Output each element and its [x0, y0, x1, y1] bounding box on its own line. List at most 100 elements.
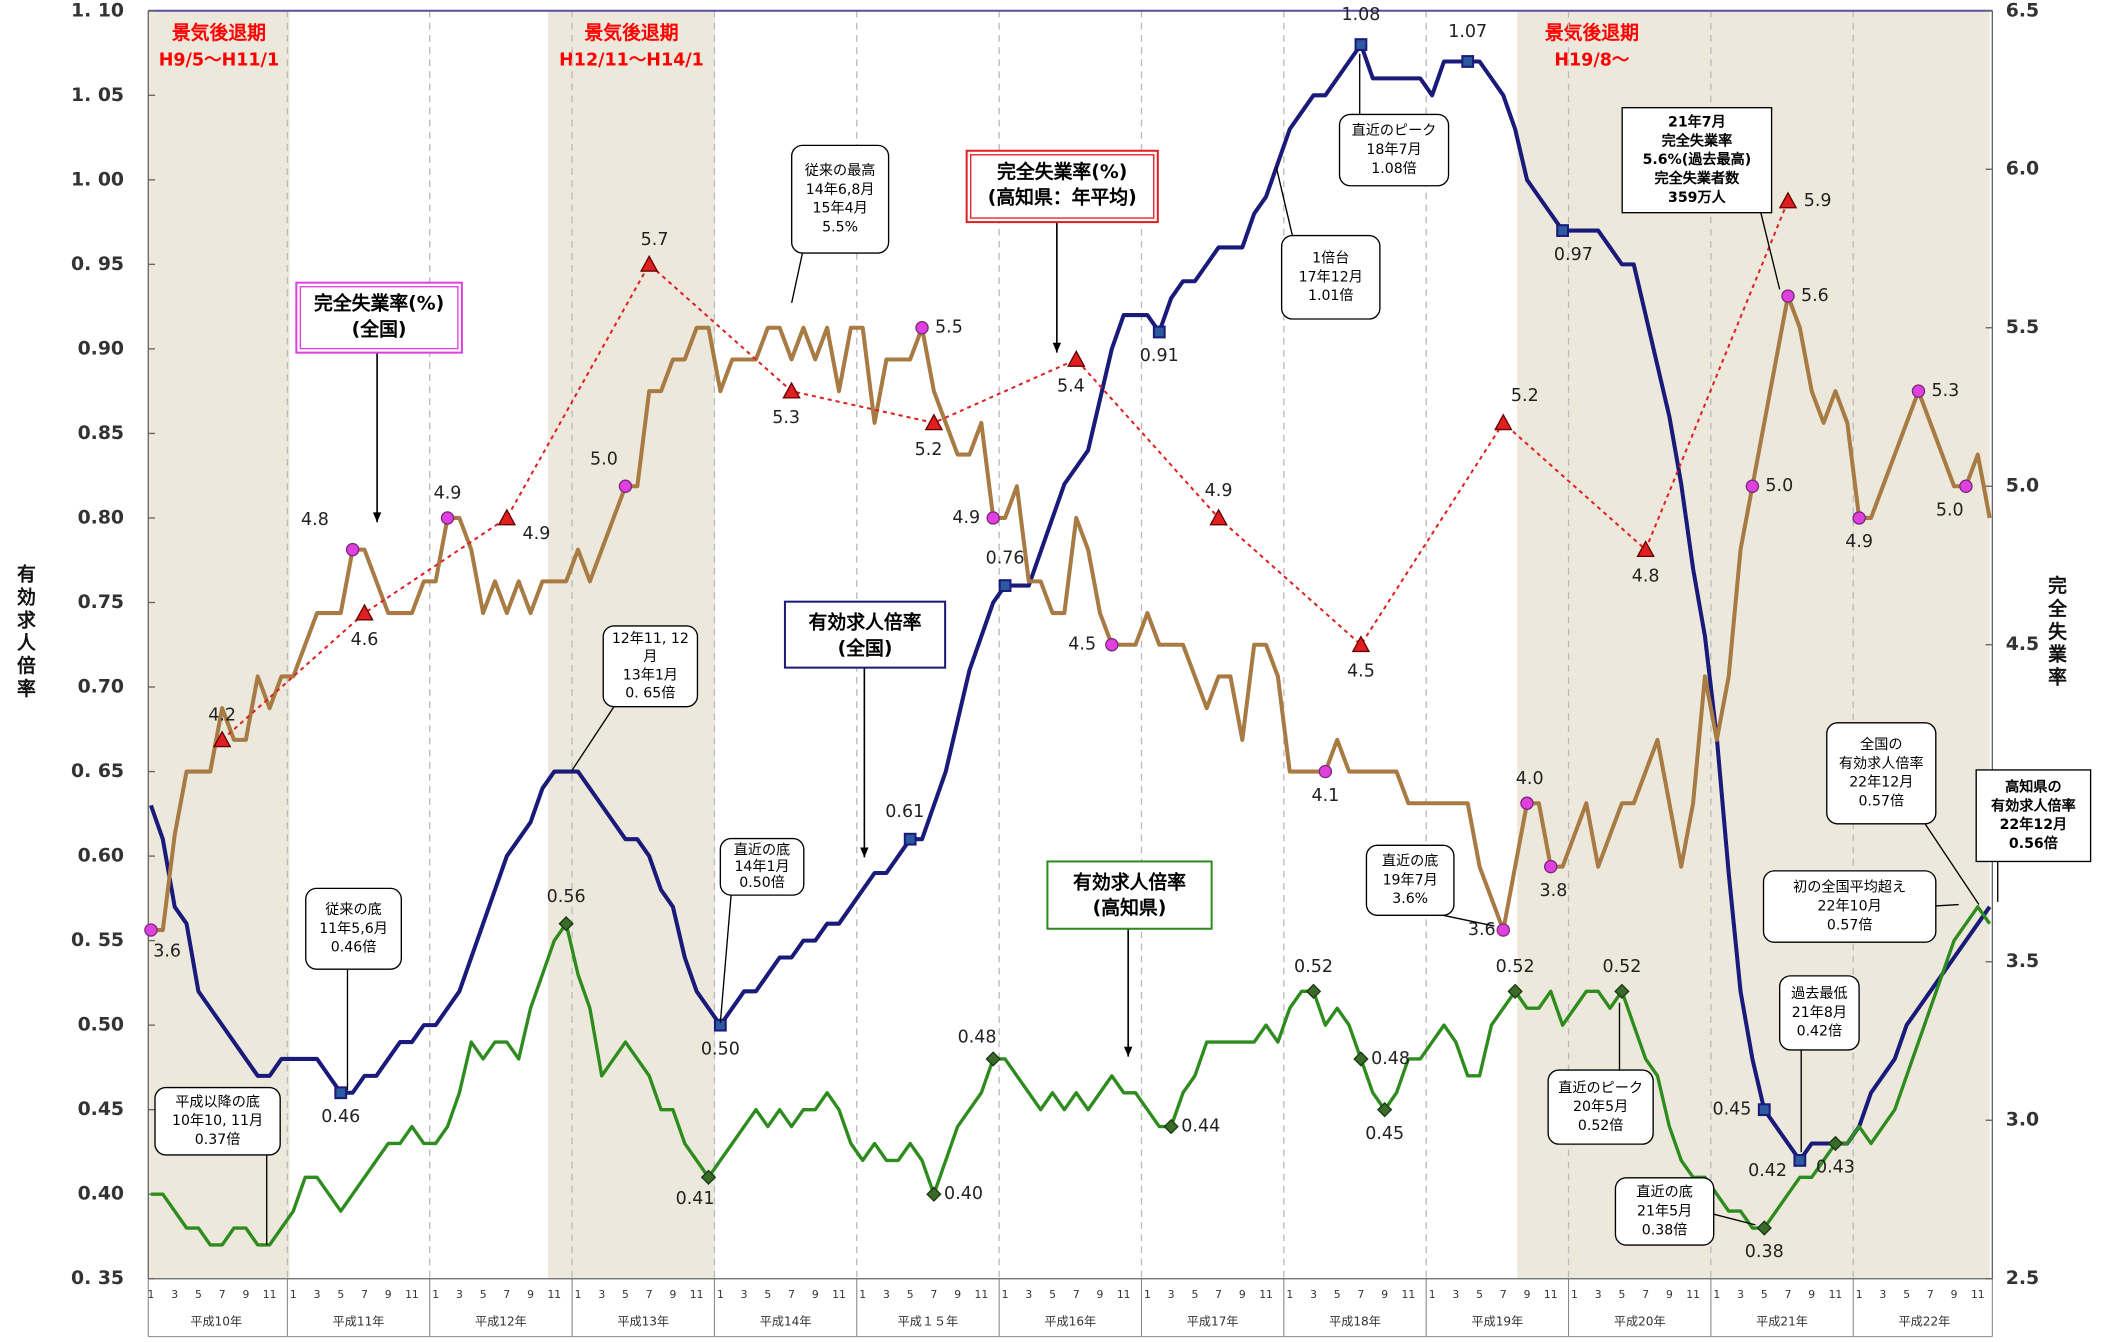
data-label: 0.52: [1294, 957, 1333, 977]
month-tick-label: 3: [1025, 1288, 1032, 1301]
data-label: 0.45: [1365, 1124, 1404, 1144]
point-marker: [1756, 1220, 1772, 1236]
point-marker: [700, 1169, 717, 1185]
month-tick-label: 7: [1358, 1288, 1365, 1301]
legend-box-inner: [970, 154, 1155, 219]
month-tick-label: 5: [1903, 1288, 1910, 1301]
month-tick-label: 1: [1713, 1288, 1720, 1301]
data-label: 0.48: [1371, 1049, 1410, 1069]
callout-box: [602, 625, 699, 708]
y-tick-label: 0.75: [78, 592, 124, 613]
callout-text: 0.57倍: [1859, 794, 1905, 810]
year-label: 平成20年: [1614, 1314, 1666, 1328]
point-marker: [144, 923, 158, 937]
callout-text: 0. 65倍: [625, 686, 675, 702]
callout-text: 0.50倍: [739, 875, 785, 891]
callout-text: 従来の底: [325, 902, 382, 918]
point-marker: [985, 1051, 1001, 1067]
data-label: 5.3: [1931, 381, 1959, 401]
data-label: 4.8: [1632, 567, 1660, 587]
month-tick-label: 1: [1002, 1288, 1009, 1301]
year-label: 平成21年: [1756, 1314, 1808, 1328]
year-label: 平成16年: [1044, 1314, 1096, 1328]
legend-arrow-head: [1123, 1046, 1133, 1057]
point-marker: [1852, 511, 1866, 525]
y-tick-label: 1. 05: [71, 85, 124, 106]
callout-text: 直近の底: [734, 842, 791, 859]
callout-text: 13年1月: [623, 667, 678, 683]
data-label: 4.6: [351, 630, 379, 650]
point-marker: [1351, 635, 1371, 653]
point-marker: [1911, 384, 1926, 398]
data-label: 5.4: [1057, 376, 1085, 396]
month-tick-label: 7: [503, 1288, 510, 1301]
month-tick-label: 3: [1452, 1288, 1459, 1301]
point-marker: [1556, 224, 1569, 237]
point-marker: [1494, 413, 1513, 431]
data-label: 0.43: [1816, 1158, 1855, 1178]
year-label: 平成12年: [475, 1314, 527, 1328]
data-label: 5.2: [1511, 386, 1539, 406]
recession-period: H9/5～H11/1: [159, 51, 279, 71]
y-tick-label: 0.45: [78, 1099, 124, 1120]
callout-pointer: [1443, 914, 1495, 927]
callout-text: 1.08倍: [1371, 161, 1417, 177]
callout-text: 有効求人倍率: [1839, 755, 1924, 772]
point-marker: [1614, 983, 1630, 1000]
callout-text: 0.38倍: [1642, 1222, 1688, 1238]
month-tick-label: 11: [1259, 1288, 1273, 1301]
legend-arrow-head: [860, 847, 869, 858]
month-tick-label: 11: [263, 1288, 277, 1301]
point-marker: [915, 321, 929, 335]
callout-box: [154, 1086, 281, 1156]
data-label: 4.9: [1205, 481, 1233, 501]
callout-text: 15年4月: [813, 201, 868, 217]
month-tick-label: 1: [859, 1288, 866, 1301]
point-marker: [1520, 796, 1534, 810]
month-tick-label: 11: [974, 1288, 988, 1301]
callout-box: [305, 887, 402, 970]
point-marker: [1778, 191, 1798, 209]
data-label: 4.2: [208, 706, 236, 726]
data-label: 0.56: [547, 887, 586, 907]
y2-tick-label: 4.5: [2006, 634, 2039, 655]
callout-text: 0.42倍: [1797, 1024, 1843, 1040]
legend-label: 有効求人倍率: [1073, 871, 1186, 894]
data-label: 5.0: [1936, 500, 1964, 520]
callout-text: 過去最低: [1791, 986, 1848, 1002]
month-tick-label: 5: [1191, 1288, 1198, 1301]
callout-box: [1365, 844, 1455, 916]
point-marker: [903, 832, 917, 846]
point-marker: [1354, 38, 1368, 51]
callout-text: 平成以降の底: [175, 1094, 260, 1110]
month-tick-label: 3: [1168, 1288, 1175, 1301]
series-line: [150, 294, 1992, 933]
legend-box: [783, 600, 947, 669]
callout-box: [1614, 1177, 1715, 1246]
month-tick-label: 1: [148, 1288, 155, 1301]
month-tick-label: 11: [1117, 1288, 1131, 1301]
month-tick-label: 7: [1785, 1288, 1792, 1301]
legend-label: (高知県): [1093, 896, 1167, 919]
month-tick-label: 3: [1595, 1288, 1602, 1301]
year-label: 平成10年: [190, 1314, 242, 1328]
month-tick-label: 7: [1215, 1288, 1222, 1301]
legend-label: (全国): [352, 317, 407, 340]
y-tick-label: 0.60: [78, 846, 124, 867]
callout-text: 20年5月: [1573, 1099, 1628, 1115]
month-tick-label: 1: [717, 1288, 724, 1301]
legend-box: [1046, 860, 1213, 930]
point-marker: [1318, 764, 1333, 779]
point-marker: [1757, 1103, 1771, 1117]
y2-tick-label: 6.0: [2006, 159, 2039, 180]
legend-box: [965, 149, 1159, 224]
legend-arrow-head: [372, 512, 382, 523]
point-marker: [1163, 1118, 1179, 1135]
callout-box: [1547, 1069, 1654, 1145]
callout-pointer: [1760, 212, 1781, 290]
y-tick-label: 0. 65: [71, 761, 124, 782]
year-label: 平成13年: [617, 1314, 669, 1328]
data-label: 0.91: [1140, 346, 1179, 366]
callout-box: [1975, 769, 2092, 863]
callout-text: 11年5,6月: [319, 921, 388, 937]
